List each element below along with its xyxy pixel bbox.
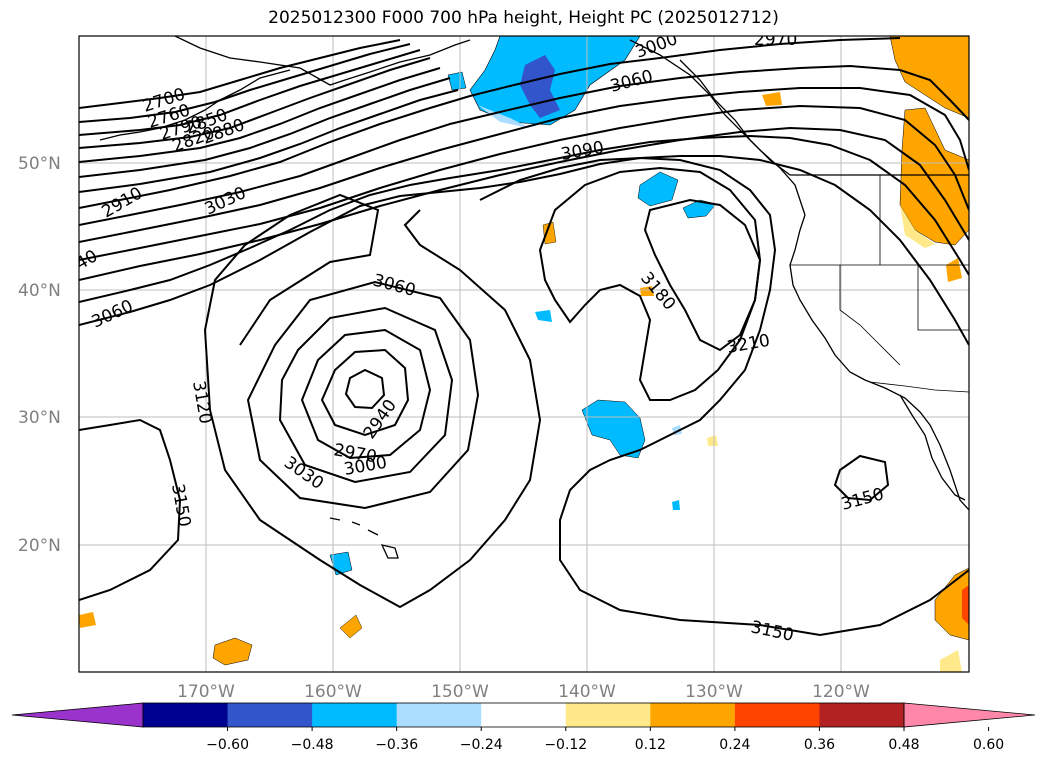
coast-baja xyxy=(899,394,966,501)
contour-low-2940 xyxy=(344,368,386,410)
contour-2820 xyxy=(79,67,441,163)
colorbar-tick-label: −0.12 xyxy=(544,737,587,753)
lon-label: 160°W xyxy=(304,682,362,702)
contour-label: 2970 xyxy=(754,30,797,50)
coastlines xyxy=(99,36,969,559)
anomaly-blue-gulf xyxy=(469,36,641,126)
lat-label: 20°N xyxy=(18,536,61,556)
contour-2880 xyxy=(79,89,459,193)
anomaly-darkblue-gulf xyxy=(520,55,560,118)
contour-3150-ridge xyxy=(538,166,762,401)
border-us-mexico xyxy=(869,381,969,393)
anomaly-orange-se xyxy=(934,567,969,641)
contour-2970 xyxy=(79,87,969,243)
contour-low-2970 xyxy=(320,348,410,437)
anomaly-yellow-east xyxy=(900,205,935,248)
height-contours xyxy=(79,37,969,346)
colorbar-segment xyxy=(312,703,398,727)
anomaly-yellow-small-6 xyxy=(707,435,718,446)
map-area: 2700 2760 2790 2820 2850 2880 2910 3030 … xyxy=(79,30,969,672)
colorbar-segment xyxy=(396,703,482,727)
contour-3120 xyxy=(79,418,182,601)
contour-3150-se xyxy=(833,454,890,502)
contour-2730 xyxy=(79,43,411,123)
anomaly-shading xyxy=(79,36,969,672)
coast-bc-islands xyxy=(679,59,791,176)
lon-label: 140°W xyxy=(558,682,616,702)
colorbar-segment xyxy=(819,703,905,727)
lat-label: 50°N xyxy=(18,154,61,174)
anomaly-yellow-small-1 xyxy=(762,92,782,106)
anomaly-yellow-small-7 xyxy=(940,650,962,672)
coast-alaska-south xyxy=(174,36,471,86)
contour-low-3090 xyxy=(203,193,542,609)
contour-2940 xyxy=(79,64,969,226)
colorbar-segment xyxy=(143,703,229,727)
contour-2760 xyxy=(79,49,421,136)
colorbar-tick-label: −0.36 xyxy=(375,737,418,753)
contour-2790 xyxy=(79,57,431,149)
longitude-labels: 170°W 160°W 150°W 140°W 130°W 120°W xyxy=(177,682,870,702)
ridge-contours xyxy=(79,156,969,637)
colorbar-segment xyxy=(481,703,567,727)
colorbar-segment xyxy=(565,703,651,727)
colorbar-frame xyxy=(142,702,905,728)
anomaly-orange-ne xyxy=(889,36,969,119)
coast-alaska-panhandle xyxy=(629,39,806,216)
colorbar-extend-low xyxy=(11,702,144,728)
colorbar-tick-label: 0.12 xyxy=(635,737,666,753)
contour-2850 xyxy=(79,77,451,178)
colorbar-extend-high xyxy=(903,702,1036,728)
anomaly-orange-sw xyxy=(212,637,253,666)
contour-3000 xyxy=(79,104,969,261)
lon-label: 150°W xyxy=(431,682,489,702)
contour-2700 xyxy=(79,39,401,109)
colorbar-tick-label: −0.24 xyxy=(460,737,503,753)
lon-label: 130°W xyxy=(685,682,743,702)
anomaly-yellow-small-3 xyxy=(946,258,962,282)
colorbar-tick-label: −0.60 xyxy=(206,737,249,753)
latitude-labels: 50°N 40°N 30°N 20°N xyxy=(18,154,61,556)
anomaly-blue-tiny-3 xyxy=(672,500,680,510)
lat-label: 40°N xyxy=(18,281,61,301)
map-title: 2025012300 F000 700 hPa height, Height P… xyxy=(268,8,779,28)
contour-low-3060 xyxy=(246,280,480,510)
hawaii-islands xyxy=(329,517,399,559)
colorbar-tick-label: −0.48 xyxy=(291,737,334,753)
colorbar-segment xyxy=(227,703,313,727)
contour-low-3030 xyxy=(278,306,454,484)
gridlines xyxy=(79,36,969,672)
low-center-contours xyxy=(203,193,542,609)
lon-label: 120°W xyxy=(812,682,870,702)
colorbar-segment xyxy=(734,703,820,727)
contour-3090-north xyxy=(79,155,969,346)
coast-alaska-islands xyxy=(99,69,291,141)
map-frame xyxy=(78,35,970,673)
lon-label: 170°W xyxy=(177,682,235,702)
colorbar-tick-label: 0.36 xyxy=(804,737,835,753)
colorbar-segment xyxy=(650,703,736,727)
anomaly-blue-tiny-1 xyxy=(535,310,552,322)
anomaly-yellow-small-4 xyxy=(339,614,363,639)
contour-3180 xyxy=(643,198,762,352)
anomaly-blue-small-2 xyxy=(637,171,679,207)
contour-low-3000 xyxy=(300,328,432,460)
colorbar-tick-label: 0.24 xyxy=(719,737,750,753)
anomaly-red-se xyxy=(962,585,969,625)
anomaly-lightblue-gulf xyxy=(478,105,530,128)
anomaly-yellow-small-5 xyxy=(79,612,96,628)
lat-label: 30°N xyxy=(18,408,61,428)
colorbar-tick-label: 0.48 xyxy=(888,737,919,753)
colorbar-tick-label: 0.60 xyxy=(973,737,1004,753)
anomaly-blue-small-1 xyxy=(447,71,467,91)
colorbar: −0.60 −0.48 −0.36 −0.24 −0.12 0.12 0.24 0.36 0.4… xyxy=(11,702,1036,753)
contour-2910 xyxy=(79,37,901,209)
contour-3120-ridge xyxy=(479,156,969,637)
anomaly-yellow-small-8 xyxy=(640,286,654,296)
